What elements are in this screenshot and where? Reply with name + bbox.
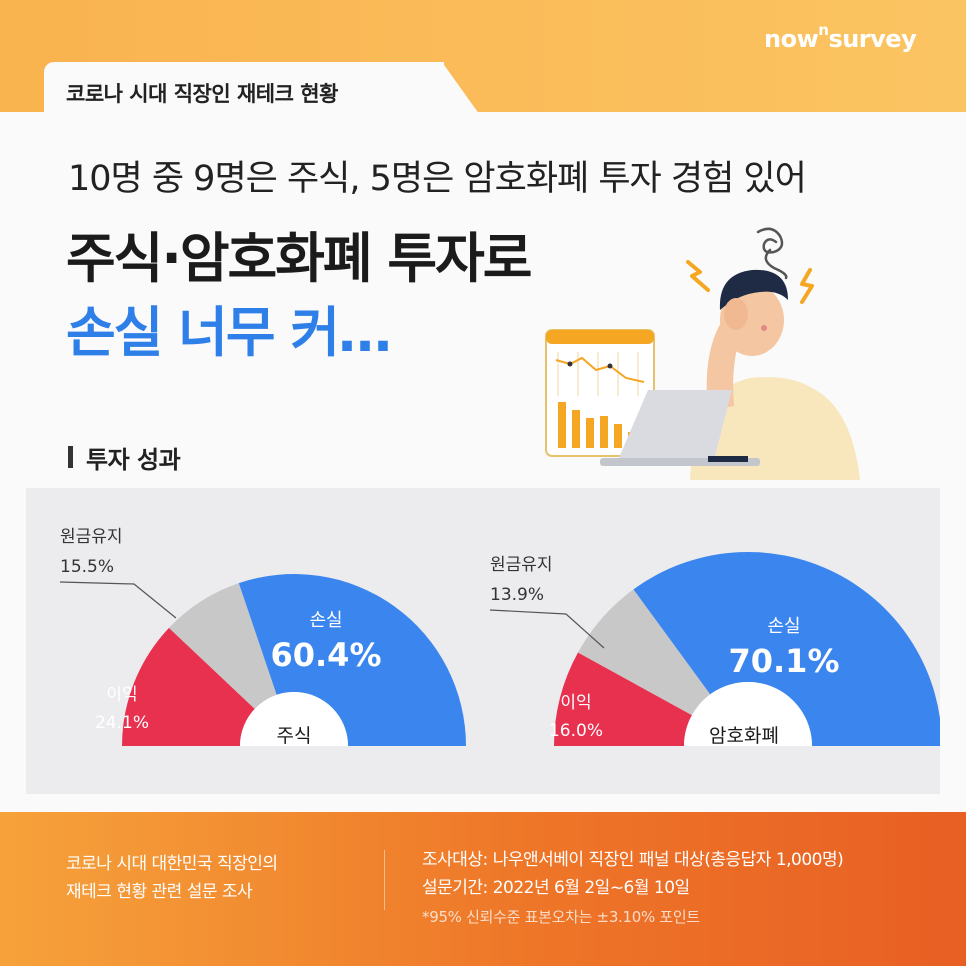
chart2-slice-2 bbox=[633, 552, 940, 746]
chart2-slice-0 bbox=[554, 652, 692, 746]
chart1-profit-value: 24.1% bbox=[95, 713, 149, 733]
section-label: 투자 성과 bbox=[68, 440, 181, 475]
chart2-loss-value: 70.1% bbox=[728, 642, 839, 680]
chart1-baseline bbox=[118, 746, 470, 786]
headline-line2: 손실 너무 커… bbox=[66, 301, 392, 364]
section-label-text: 투자 성과 bbox=[86, 446, 181, 474]
footer-survey-title: 코로나 시대 대한민국 직장인의 재테크 현황 관련 설문 조사 bbox=[66, 850, 278, 906]
chart2-profit-value: 16.0% bbox=[549, 721, 603, 741]
chart2-center-label: 암호화폐 bbox=[709, 725, 779, 747]
footer-left-line1: 코로나 시대 대한민국 직장인의 bbox=[66, 854, 278, 874]
chart2-maintain-leader bbox=[489, 609, 605, 649]
footer bbox=[0, 812, 966, 966]
chart1-loss-name: 손실 bbox=[309, 610, 342, 631]
footer-left-line2: 재테크 현황 관련 설문 조사 bbox=[66, 882, 253, 902]
chart2-maintain-value: 13.9% bbox=[490, 585, 544, 605]
chart1-hole bbox=[240, 692, 348, 746]
chart1-maintain-leader bbox=[59, 581, 177, 619]
footer-divider bbox=[384, 850, 385, 910]
logo-sup: n bbox=[818, 21, 829, 39]
subtitle: 10명 중 9명은 주식, 5명은 암호화폐 투자 경험 있어 bbox=[68, 159, 807, 199]
chart1-profit-name: 이익 bbox=[106, 685, 137, 705]
section-marker bbox=[68, 446, 73, 468]
logo-main: now bbox=[764, 25, 819, 53]
footer-note: *95% 신뢰수준 표본오차는 ±3.10% 포인트 bbox=[422, 908, 700, 926]
chart2-profit-name: 이익 bbox=[560, 693, 591, 713]
chart1-maintain-value: 15.5% bbox=[60, 557, 114, 577]
chart1-slice-0 bbox=[122, 627, 255, 746]
brand-logo: nownsurvey bbox=[764, 21, 917, 53]
chart1-loss-value: 60.4% bbox=[270, 636, 381, 674]
worried-person-illustration bbox=[545, 227, 860, 480]
chart2-baseline bbox=[550, 746, 940, 786]
footer-right-line2: 설문기간: 2022년 6월 2일~6월 10일 bbox=[422, 878, 690, 898]
footer-survey-details: 조사대상: 나우앤서베이 직장인 패널 대상(총응답자 1,000명) 설문기간… bbox=[422, 846, 844, 902]
headline-line1: 주식·암호화폐 투자로 bbox=[66, 227, 532, 290]
chart2-loss-name: 손실 bbox=[767, 616, 800, 637]
logo-tail: survey bbox=[828, 25, 917, 53]
chart1-slice-1 bbox=[168, 583, 277, 709]
chart1-center-label: 주식 bbox=[277, 725, 312, 747]
header-tab-title: 코로나 시대 직장인 재테크 현황 bbox=[66, 82, 338, 106]
chart2-hole bbox=[684, 682, 812, 746]
chart2-maintain-name: 원금유지 bbox=[490, 555, 553, 575]
header-tab bbox=[44, 62, 482, 118]
chart1-slice-2 bbox=[238, 574, 466, 746]
chart2-slice-1 bbox=[577, 589, 711, 716]
chart1-maintain-name: 원금유지 bbox=[60, 527, 123, 547]
footer-right-line1: 조사대상: 나우앤서베이 직장인 패널 대상(총응답자 1,000명) bbox=[422, 850, 844, 870]
pie-charts: 손실 60.4% 이익 24.1% 원금유지 15.5% 주식 손실 70.1% 이익 16.0% 원… bbox=[59, 527, 940, 786]
